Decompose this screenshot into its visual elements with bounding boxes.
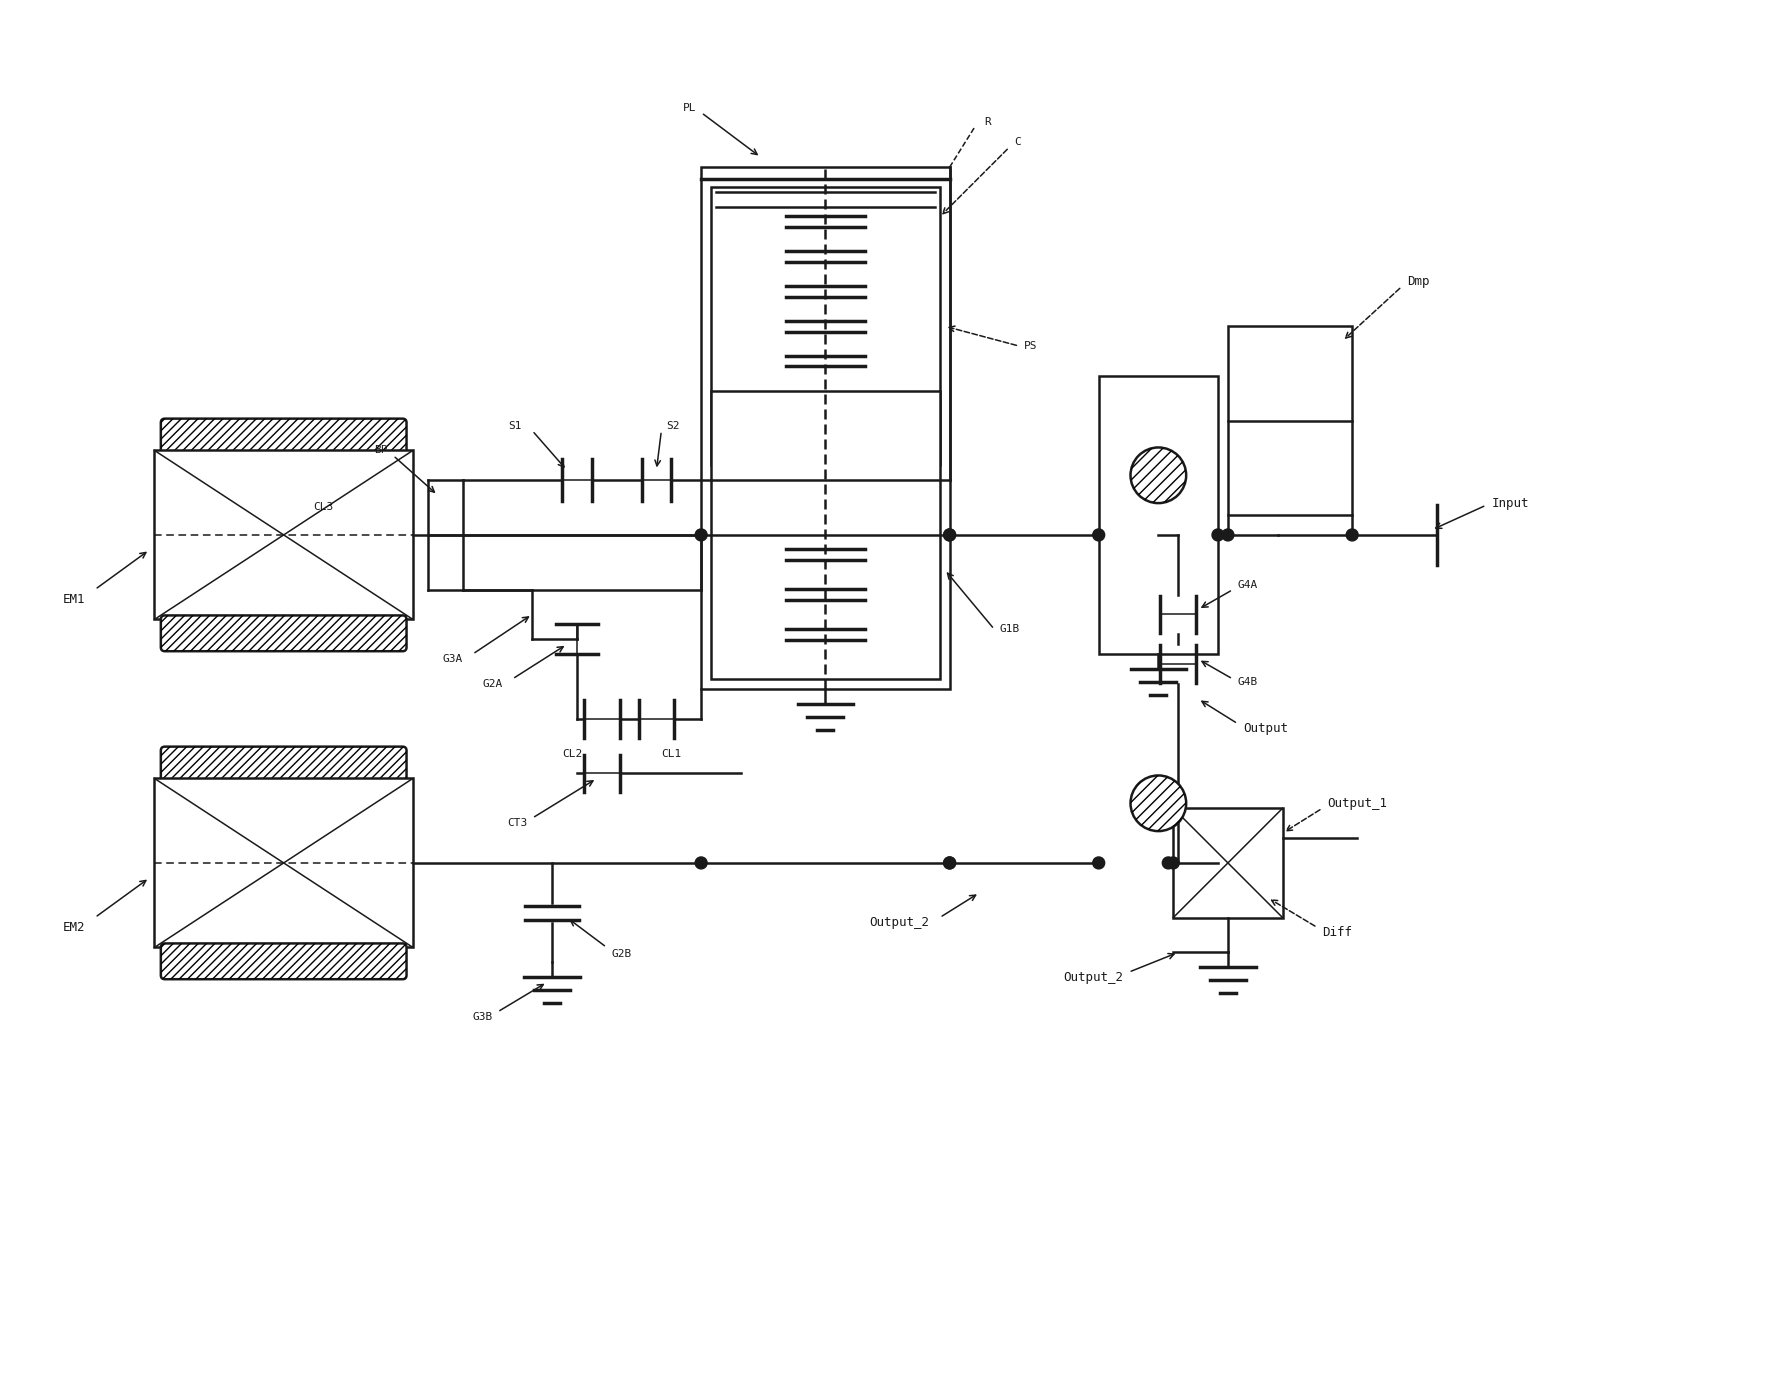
Text: G3A: G3A [442,654,463,664]
Circle shape [944,857,955,868]
Text: EM1: EM1 [62,594,85,606]
Circle shape [1131,775,1186,831]
Text: G1A: G1A [1262,844,1283,853]
Text: G2B: G2B [612,949,632,959]
Bar [712,390,939,679]
Text: PL: PL [683,103,696,113]
Text: PS: PS [1024,341,1038,352]
Text: S1: S1 [509,420,522,430]
Bar [712,187,939,466]
Text: Diff: Diff [1322,926,1353,938]
Bar [701,168,950,688]
Circle shape [1093,529,1104,541]
Circle shape [944,529,955,541]
Circle shape [1168,857,1179,868]
Text: EM2: EM2 [62,921,85,934]
Bar [154,451,414,620]
Text: CL3: CL3 [314,502,334,513]
Text: C: C [1014,137,1021,147]
Circle shape [1131,448,1186,503]
Text: G1B: G1B [999,624,1019,635]
Circle shape [1345,529,1358,541]
Text: R: R [985,117,990,128]
FancyBboxPatch shape [162,616,406,651]
Text: G3B: G3B [472,1013,492,1022]
Circle shape [944,857,955,868]
Bar [1173,808,1283,918]
FancyBboxPatch shape [162,944,406,980]
Circle shape [944,529,955,541]
Circle shape [1221,529,1234,541]
Text: CL2: CL2 [563,749,582,758]
Text: Output_1: Output_1 [1328,797,1388,809]
Text: Input: Input [1491,496,1528,510]
Circle shape [1212,529,1225,541]
Circle shape [696,857,706,868]
Text: Output_2: Output_2 [1063,970,1124,984]
Text: Output_2: Output_2 [870,916,930,929]
Text: BP: BP [375,445,389,455]
Circle shape [1163,857,1175,868]
Text: G2A: G2A [483,679,502,688]
Text: CT3: CT3 [508,818,527,829]
Text: G4B: G4B [1237,677,1258,687]
Circle shape [696,529,706,541]
Text: G4A: G4A [1237,580,1258,589]
Bar [1099,376,1218,654]
Bar [154,779,414,948]
Bar [1228,326,1353,515]
Text: S2: S2 [666,420,680,430]
Circle shape [1093,857,1104,868]
Text: Dmp: Dmp [1408,275,1429,289]
Text: Output: Output [1242,723,1289,735]
FancyBboxPatch shape [162,419,406,455]
Text: CL1: CL1 [662,749,682,758]
FancyBboxPatch shape [162,746,406,782]
